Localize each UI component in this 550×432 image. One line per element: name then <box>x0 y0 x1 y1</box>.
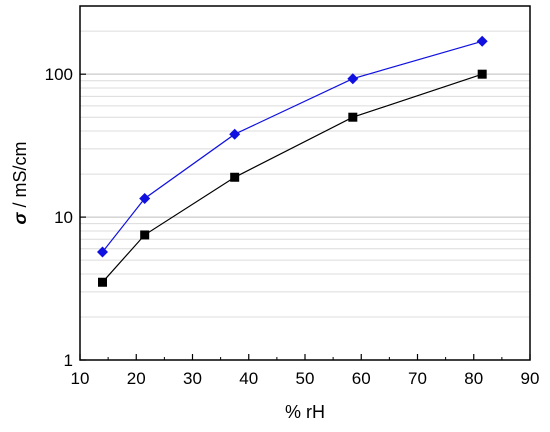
series-1 <box>97 35 488 258</box>
x-tick-label: 60 <box>352 369 371 388</box>
x-tick-label: 40 <box>239 369 258 388</box>
data-point <box>139 192 151 204</box>
data-point <box>477 69 487 79</box>
y-tick-label: 100 <box>45 65 73 84</box>
y-axis-unit: / mS/cm <box>10 142 30 213</box>
x-tick-label: 70 <box>408 369 427 388</box>
series-2 <box>98 69 487 287</box>
data-point <box>476 35 488 47</box>
y-tick-label: 1 <box>64 351 73 370</box>
series-line <box>102 40 483 253</box>
x-tick-label: 30 <box>183 369 202 388</box>
y-axis-label: σ / mS/cm <box>10 142 30 225</box>
x-tick-label: 20 <box>127 369 146 388</box>
data-point <box>229 128 241 140</box>
data-point <box>98 277 107 287</box>
y-axis-symbol: σ <box>10 211 30 224</box>
x-tick-label: 10 <box>71 369 90 388</box>
data-point <box>97 246 108 258</box>
x-tick-label: 90 <box>521 369 540 388</box>
data-point <box>140 230 150 240</box>
x-tick-label: 50 <box>296 369 315 388</box>
y-tick-label: 10 <box>54 208 73 227</box>
x-tick-label: 80 <box>464 369 483 388</box>
grid-lines <box>80 30 530 318</box>
data-point <box>347 73 359 85</box>
x-axis-label: % rH <box>285 402 325 422</box>
data-point <box>348 112 358 122</box>
data-point <box>230 172 240 182</box>
series-layer <box>97 35 488 287</box>
plot-frame <box>79 5 531 361</box>
